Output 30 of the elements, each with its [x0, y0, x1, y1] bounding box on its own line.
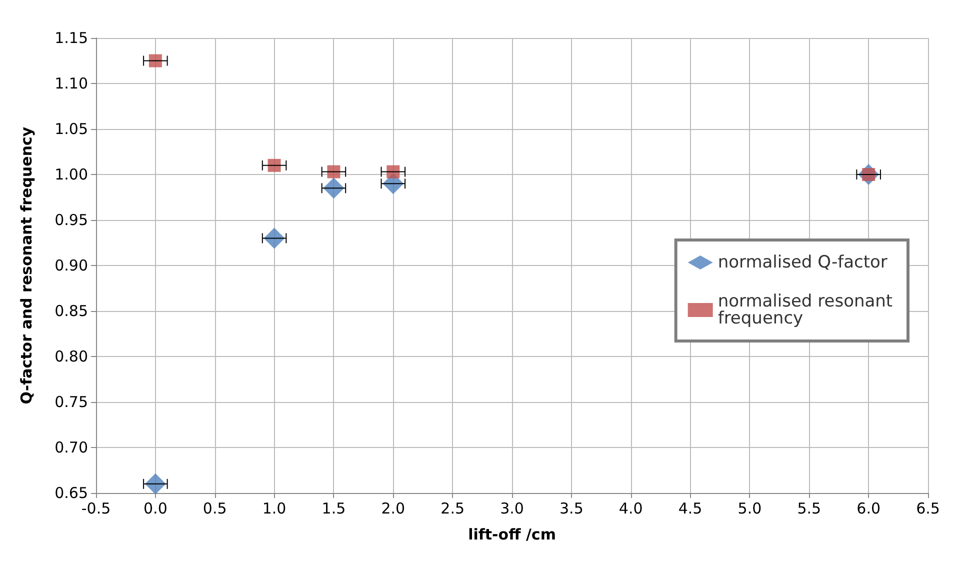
x-tick-label: 4.5: [678, 500, 702, 518]
x-tick-label: 3.0: [500, 500, 524, 518]
x-tick-label: 2.5: [440, 500, 464, 518]
legend-label: normalised Q-factor: [718, 252, 888, 272]
y-tick-label: 0.90: [54, 256, 88, 274]
x-tick-label: 1.5: [322, 500, 346, 518]
y-axis-title: Q-factor and resonant frequency: [18, 126, 36, 404]
x-tick-label: 6.5: [916, 500, 940, 518]
y-tick-label: 1.15: [54, 29, 88, 47]
y-tick-label: 1.10: [54, 74, 88, 92]
y-tick-label: 1.05: [54, 120, 88, 138]
y-tick-label: 0.65: [54, 484, 88, 502]
x-tick-label: -0.5: [81, 500, 111, 518]
y-tick-label: 0.80: [54, 348, 88, 366]
x-tick-label: 5.5: [797, 500, 822, 518]
y-tick-label: 1.00: [54, 166, 88, 184]
x-tick-label: 3.5: [560, 500, 584, 518]
y-tick-label: 0.85: [54, 302, 88, 320]
y-tick-label: 0.75: [54, 393, 88, 411]
x-tick-label: 1.0: [262, 500, 286, 518]
x-tick-label: 0.5: [202, 500, 227, 518]
y-tick-label: 0.95: [54, 211, 88, 229]
legend-label: normalised resonant frequency: [718, 292, 898, 328]
x-tick-label: 5.0: [738, 500, 762, 518]
x-tick-label: 2.0: [381, 500, 406, 518]
x-axis-title: lift-off /cm: [468, 526, 556, 544]
x-tick-label: 0.0: [144, 500, 168, 518]
x-tick-label: 6.0: [856, 500, 880, 518]
x-tick-label: 4.0: [618, 500, 643, 518]
y-tick-label: 0.70: [54, 438, 88, 456]
